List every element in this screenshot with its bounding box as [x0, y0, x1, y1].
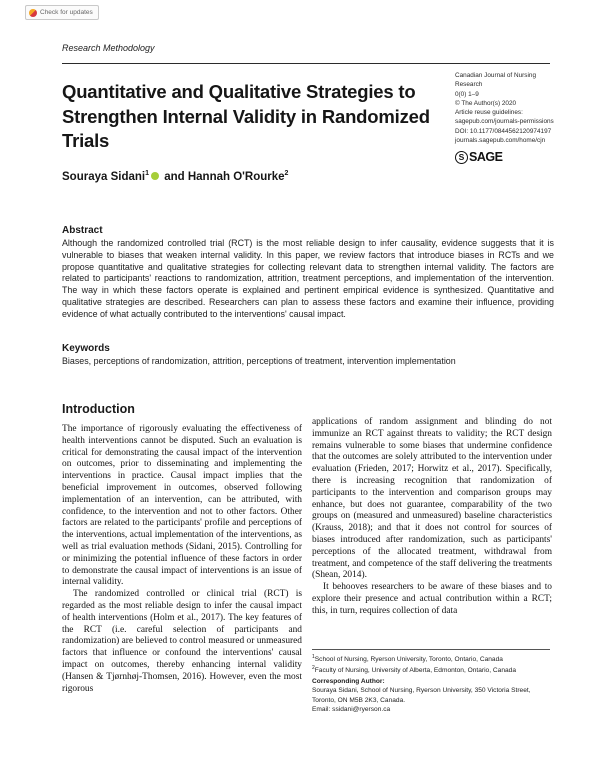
- check-for-updates-label: Check for updates: [40, 9, 93, 16]
- corresponding-author-heading: Corresponding Author:: [312, 678, 385, 686]
- email-link[interactable]: ssidani@ryerson.ca: [332, 706, 391, 714]
- intro-paragraph-3: It behooves researchers to be aware of t…: [312, 582, 552, 616]
- affiliation-1: 1School of Nursing, Ryerson University, …: [312, 654, 552, 665]
- author-1-affiliation-marker: 1: [145, 170, 149, 177]
- introduction-heading: Introduction: [62, 402, 135, 416]
- body-column-right: applications of random assignment and bl…: [312, 417, 552, 618]
- abstract-heading: Abstract: [62, 225, 103, 236]
- affiliation-2-marker: 2: [312, 664, 315, 671]
- footnote-divider: [312, 649, 550, 650]
- intro-paragraph-2: The randomized controlled or clinical tr…: [62, 589, 302, 694]
- intro-paragraph-1: The importance of rigorously evaluating …: [62, 424, 302, 588]
- sage-logo: S SAGE: [455, 148, 560, 166]
- permissions-link[interactable]: sagepub.com/journals-permissions: [455, 118, 554, 126]
- doi-line: DOI: 10.1177/0844562120974197: [455, 127, 552, 135]
- check-for-updates-badge[interactable]: Check for updates: [25, 5, 99, 20]
- journal-name-line1: Canadian Journal of Nursing: [455, 72, 536, 79]
- email-label: Email:: [312, 706, 333, 714]
- intro-paragraph-2-continued: applications of random assignment and bl…: [312, 417, 552, 581]
- corresponding-author-text: Souraya Sidani, School of Nursing, Ryers…: [312, 687, 531, 704]
- crossmark-icon: [29, 8, 37, 17]
- keywords-heading: Keywords: [62, 343, 110, 354]
- section-label: Research Methodology: [62, 43, 155, 53]
- affiliation-2: 2Faculty of Nursing, University of Alber…: [312, 665, 552, 676]
- journal-info-block: Canadian Journal of Nursing Research 0(0…: [455, 71, 560, 166]
- author-connector: and: [164, 170, 185, 183]
- reuse-guidelines-label: Article reuse guidelines:: [455, 109, 523, 117]
- orcid-icon[interactable]: [151, 171, 159, 180]
- email-line: Email: ssidani@ryerson.ca: [312, 705, 552, 714]
- journal-name-line2: Research: [455, 81, 483, 89]
- keywords-text: Biases, perceptions of randomization, at…: [62, 356, 456, 366]
- author-2-name: Hannah O'Rourke: [187, 170, 285, 183]
- affiliation-1-text: School of Nursing, Ryerson University, T…: [314, 656, 503, 664]
- abstract-text: Although the randomized controlled trial…: [62, 238, 554, 319]
- article-title: Quantitative and Qualitative Strategies …: [62, 81, 430, 152]
- sage-logo-mark: S: [455, 150, 468, 164]
- body-column-left: The importance of rigorously evaluating …: [62, 424, 302, 695]
- header-divider: [62, 63, 550, 64]
- sage-logo-word: SAGE: [469, 150, 503, 165]
- journal-home-link[interactable]: journals.sagepub.com/home/cjn: [455, 136, 546, 144]
- affiliation-1-marker: 1: [312, 654, 315, 660]
- author-2-affiliation-marker: 2: [284, 170, 289, 177]
- copyright-line: © The Author(s) 2020: [455, 99, 517, 107]
- affiliation-2-text: Faculty of Nursing, University of Albert…: [314, 666, 516, 674]
- journal-issue-pages: 0(0) 1–9: [455, 90, 479, 98]
- author-1-name: Souraya Sidani: [62, 170, 146, 183]
- author-line: Souraya Sidani1 and Hannah O'Rourke2: [62, 170, 288, 183]
- footnotes-block: 1School of Nursing, Ryerson University, …: [312, 654, 552, 715]
